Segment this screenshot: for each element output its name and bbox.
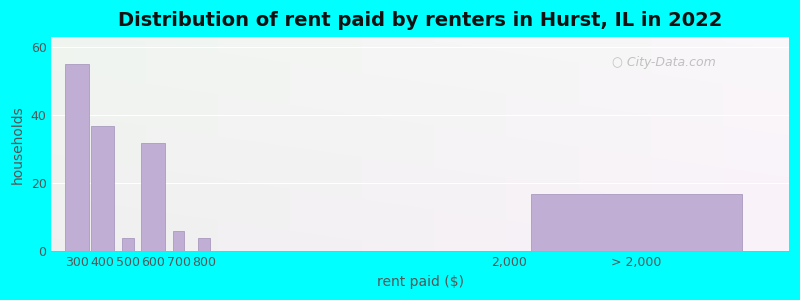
Bar — [198, 238, 210, 251]
Bar — [142, 142, 165, 251]
Text: ○ City-Data.com: ○ City-Data.com — [612, 56, 716, 69]
Y-axis label: households: households — [11, 105, 25, 184]
Bar — [173, 231, 185, 251]
Bar — [531, 194, 742, 251]
Bar — [90, 126, 114, 251]
Bar — [65, 64, 89, 251]
Bar — [122, 238, 134, 251]
X-axis label: rent paid ($): rent paid ($) — [377, 275, 464, 289]
Title: Distribution of rent paid by renters in Hurst, IL in 2022: Distribution of rent paid by renters in … — [118, 11, 722, 30]
